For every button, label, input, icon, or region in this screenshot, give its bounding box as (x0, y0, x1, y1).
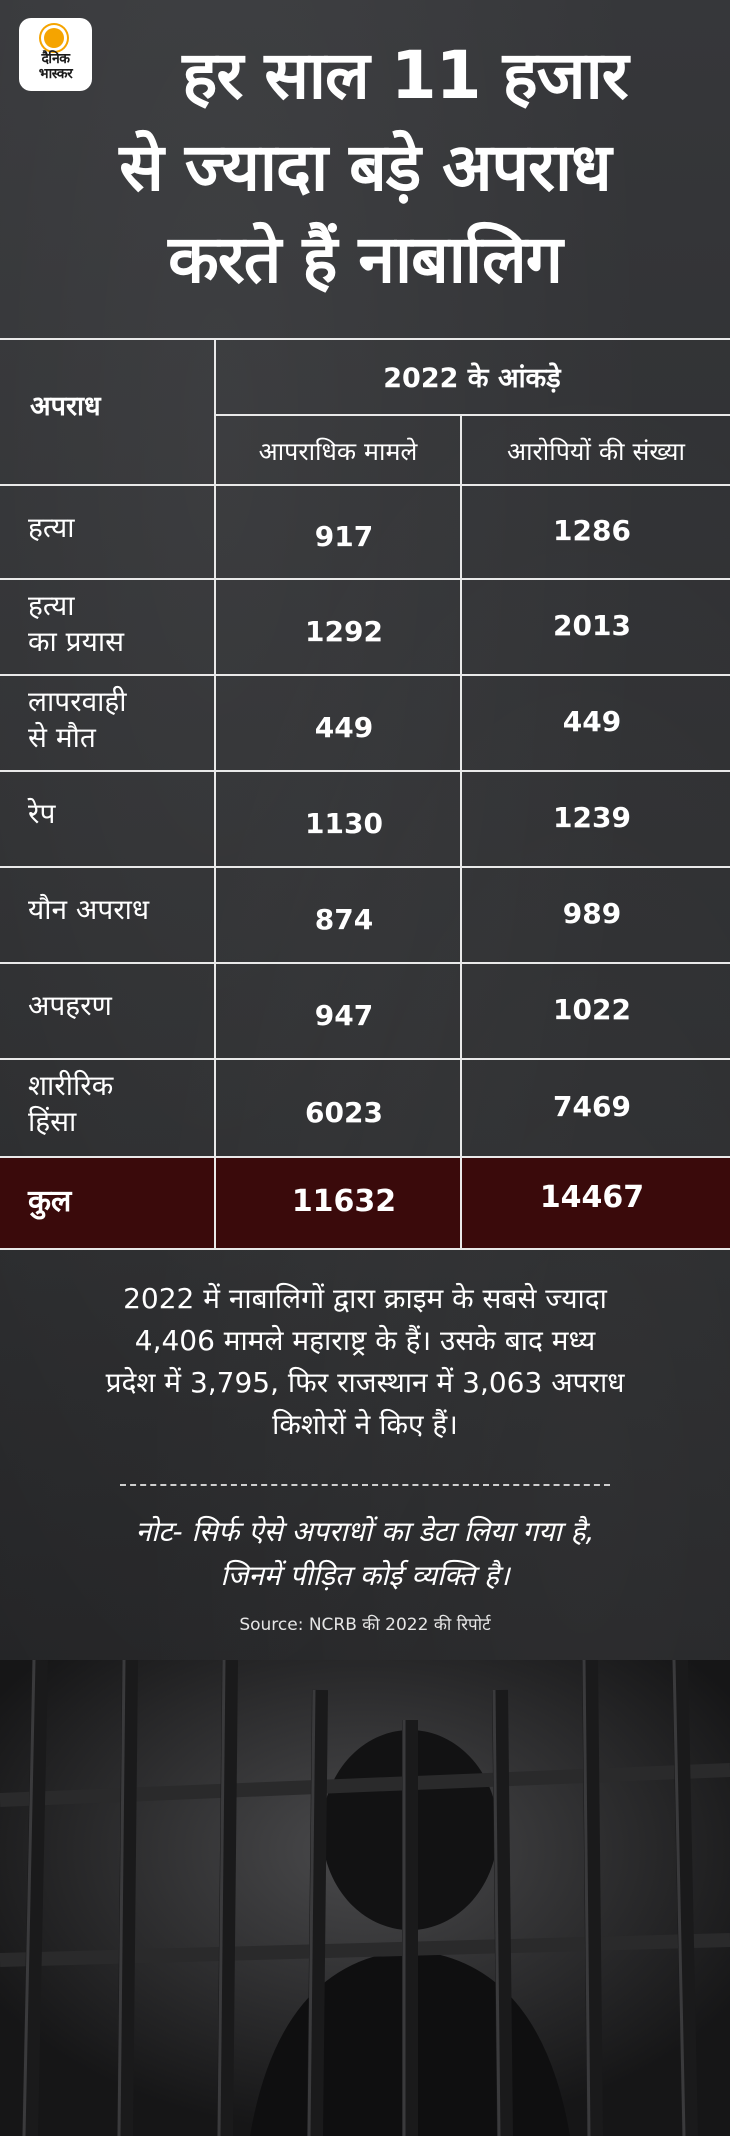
crime-label: हत्या (28, 589, 75, 622)
crime-label: लापरवाही (28, 685, 127, 718)
headline-line2: से ज्यादा बड़े अपराध (119, 129, 611, 206)
crime-label-line2: से मौत (28, 721, 96, 754)
column-divider (214, 338, 216, 1250)
total-cases: 11632 (291, 1184, 397, 1219)
source-text: Source: NCRB की 2022 की रिपोर्ट (239, 1615, 491, 1635)
headline-line1: हर साल 11 हजार (182, 37, 628, 114)
jail-bars (22, 1660, 698, 2136)
headline-line3: करते हैं नाबालिग (168, 221, 563, 298)
row-divider (0, 866, 730, 868)
accused-value: 2013 (553, 609, 631, 642)
cases-value: 874 (314, 903, 374, 936)
jail-illustration (0, 1660, 730, 2136)
summary-text: 2022 में नाबालिगों द्वारा क्राइम के सबसे… (40, 1278, 690, 1446)
crime-label-line2: का प्रयास (28, 625, 125, 658)
crime-label: अपहरण (28, 989, 112, 1022)
note-line1: नोट- सिर्फ ऐसे अपराधों का डेटा लिया गया … (135, 1515, 595, 1548)
accused-value: 1239 (553, 801, 631, 834)
crime-label: यौन अपराध (28, 893, 150, 926)
summary-line3: प्रदेश में 3,795, फिर राजस्थान में 3,063… (105, 1366, 625, 1399)
summary-line2: 4,406 मामले महाराष्ट्र के हैं। उसके बाद … (134, 1324, 596, 1357)
crime-label: शारीरिक (28, 1069, 114, 1102)
note-line2: जिनमें पीड़ित कोई व्यक्ति है। (220, 1559, 510, 1592)
crime-table: अपराध 2022 के आंकड़े आपराधिक मामले आरोपि… (0, 338, 730, 1250)
total-accused: 14467 (539, 1180, 645, 1215)
row-divider (0, 578, 730, 580)
sun-icon (44, 28, 64, 48)
crime-label-line2: हिंसा (28, 1105, 77, 1138)
accused-value: 989 (562, 897, 622, 930)
cases-value: 1292 (305, 615, 383, 648)
logo-text-line1: दैनिक (41, 51, 70, 67)
row-divider (0, 484, 730, 486)
logo-text: दैनिक भास्कर (19, 52, 92, 82)
cases-value: 917 (314, 520, 374, 553)
header-year: 2022 के आंकड़े (383, 363, 561, 394)
total-row-background (0, 1156, 730, 1250)
row-divider (0, 674, 730, 676)
header-cases: आपराधिक मामले (258, 437, 418, 466)
header-accused: आरोपियों की संख्या (507, 437, 685, 466)
note-text: नोट- सिर्फ ऐसे अपराधों का डेटा लिया गया … (30, 1510, 700, 1598)
cases-value: 449 (314, 711, 374, 744)
accused-value: 449 (562, 705, 622, 738)
jail-photo (0, 1660, 730, 2136)
cases-value: 1130 (305, 807, 383, 840)
crime-label: रेप (28, 797, 56, 830)
row-divider (0, 1058, 730, 1060)
accused-value: 1286 (553, 514, 631, 547)
header-divider (214, 414, 730, 416)
header-crime: अपराध (30, 391, 101, 422)
table-border-bottom (0, 1248, 730, 1250)
cases-value: 947 (314, 999, 374, 1032)
row-divider (0, 1156, 730, 1158)
accused-value: 7469 (553, 1090, 631, 1123)
brand-logo: दैनिक भास्कर (19, 18, 92, 91)
dashed-divider (120, 1484, 610, 1486)
row-divider (0, 962, 730, 964)
jail-bars-highlight (22, 1660, 686, 2136)
accused-value: 1022 (553, 993, 631, 1026)
total-label: कुल (28, 1184, 72, 1219)
headline: हर साल 11 हजार से ज्यादा बड़े अपराध करते… (100, 30, 710, 306)
row-divider (0, 770, 730, 772)
cases-value: 6023 (305, 1096, 383, 1129)
summary-line1: 2022 में नाबालिगों द्वारा क्राइम के सबसे… (123, 1282, 607, 1315)
column-divider (460, 414, 462, 1250)
summary-line4: किशोरों ने किए हैं। (272, 1408, 458, 1441)
crime-label: हत्या (28, 511, 75, 544)
logo-text-line2: भास्कर (38, 66, 73, 82)
table-border-top (0, 338, 730, 340)
